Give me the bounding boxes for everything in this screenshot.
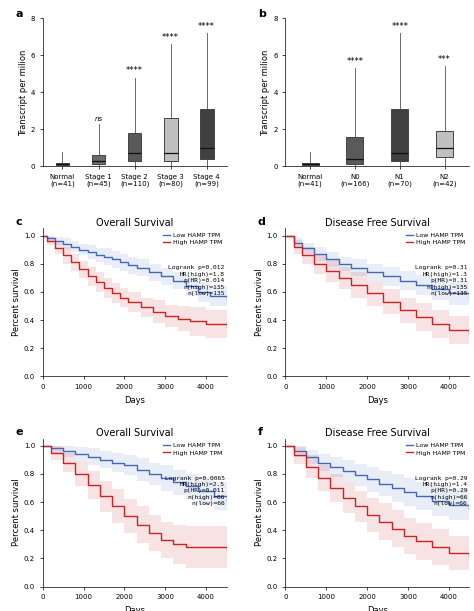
- Text: ****: ****: [126, 67, 143, 75]
- Bar: [301, 163, 319, 166]
- Bar: [55, 163, 69, 166]
- Y-axis label: Transcript per milion: Transcript per milion: [262, 49, 271, 136]
- Title: Overall Survival: Overall Survival: [96, 218, 173, 228]
- Text: ***: ***: [438, 55, 451, 64]
- Bar: [91, 155, 105, 164]
- Text: f: f: [258, 426, 263, 437]
- Text: Logrank p=0.012
HR(high)=1.8
p(HR)=0.014
n(high)=135
n(low)=135: Logrank p=0.012 HR(high)=1.8 p(HR)=0.014…: [168, 265, 225, 296]
- Y-axis label: Percent survival: Percent survival: [255, 478, 264, 546]
- Y-axis label: Percent survival: Percent survival: [255, 269, 264, 336]
- Bar: [128, 133, 141, 161]
- Text: ****: ****: [162, 33, 179, 42]
- Text: Logrank p=0.31
HR(high)=1.3
p(HR)=0.31
n(high)=135
n(low)=135: Logrank p=0.31 HR(high)=1.3 p(HR)=0.31 n…: [415, 265, 467, 296]
- Title: Disease Free Survival: Disease Free Survival: [325, 428, 430, 438]
- Y-axis label: Transcript per milion: Transcript per milion: [19, 49, 28, 136]
- Legend: Low HAMP TPM, High HAMP TPM: Low HAMP TPM, High HAMP TPM: [162, 442, 223, 457]
- X-axis label: Days: Days: [124, 396, 145, 404]
- Bar: [346, 137, 364, 164]
- Text: a: a: [15, 9, 23, 20]
- Text: d: d: [258, 217, 265, 227]
- Text: e: e: [15, 426, 23, 437]
- Bar: [164, 118, 177, 161]
- X-axis label: Days: Days: [367, 396, 388, 404]
- Text: ****: ****: [198, 22, 215, 31]
- X-axis label: Days: Days: [367, 606, 388, 611]
- Text: c: c: [15, 217, 22, 227]
- Y-axis label: Percent survival: Percent survival: [12, 478, 21, 546]
- Text: ****: ****: [391, 22, 408, 31]
- Bar: [391, 109, 408, 161]
- Legend: Low HAMP TPM, High HAMP TPM: Low HAMP TPM, High HAMP TPM: [162, 232, 223, 247]
- Text: Logrank p=0.0065
HR(high)=2.5
p(HR)=0.011
n(high)=66
n(low)=66: Logrank p=0.0065 HR(high)=2.5 p(HR)=0.01…: [164, 475, 225, 506]
- Text: ns: ns: [94, 115, 102, 122]
- Text: ****: ****: [346, 57, 364, 66]
- Text: b: b: [258, 9, 265, 20]
- Text: Logrank p=0.29
HR(high)=1.4
p(HR)=0.29
n(high)=66
n(low)=66: Logrank p=0.29 HR(high)=1.4 p(HR)=0.29 n…: [415, 475, 467, 506]
- Title: Overall Survival: Overall Survival: [96, 428, 173, 438]
- Bar: [436, 131, 453, 157]
- Y-axis label: Percent survival: Percent survival: [12, 269, 21, 336]
- Title: Disease Free Survival: Disease Free Survival: [325, 218, 430, 228]
- Legend: Low HAMP TPM, High HAMP TPM: Low HAMP TPM, High HAMP TPM: [404, 442, 466, 457]
- X-axis label: Days: Days: [124, 606, 145, 611]
- Legend: Low HAMP TPM, High HAMP TPM: Low HAMP TPM, High HAMP TPM: [404, 232, 466, 247]
- Bar: [200, 109, 214, 159]
